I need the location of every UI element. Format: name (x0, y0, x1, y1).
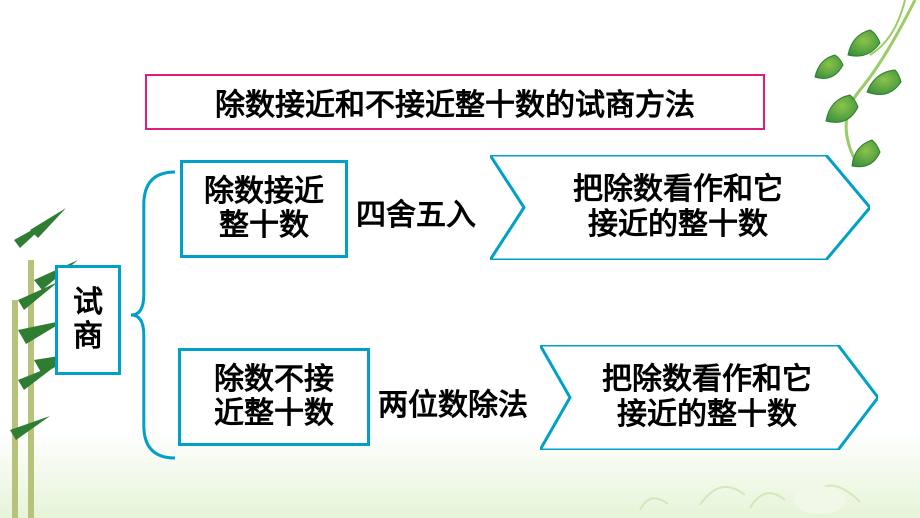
title-text: 除数接近和不接近整十数的试商方法 (215, 80, 695, 124)
arrow-text-0: 把除数看作和它接近的整十数 (532, 155, 824, 260)
branch-box-text-1: 除数不接近整十数 (214, 363, 334, 432)
branch-box-0: 除数接近整十数 (180, 160, 348, 258)
arrow-text-1: 把除数看作和它接近的整十数 (578, 345, 836, 450)
root-text: 试商 (73, 286, 103, 355)
branch-box-1: 除数不接近整十数 (178, 348, 370, 446)
branch-box-text-0: 除数接近整十数 (204, 175, 324, 244)
mid-label-0: 四舍五入 (356, 190, 476, 234)
brace (123, 170, 175, 460)
mid-label-1: 两位数除法 (378, 380, 528, 424)
arrow-block-1: 把除数看作和它接近的整十数 (540, 345, 878, 450)
arrow-block-0: 把除数看作和它接近的整十数 (490, 155, 870, 260)
root-box: 试商 (55, 265, 121, 375)
title-box: 除数接近和不接近整十数的试商方法 (145, 74, 765, 130)
